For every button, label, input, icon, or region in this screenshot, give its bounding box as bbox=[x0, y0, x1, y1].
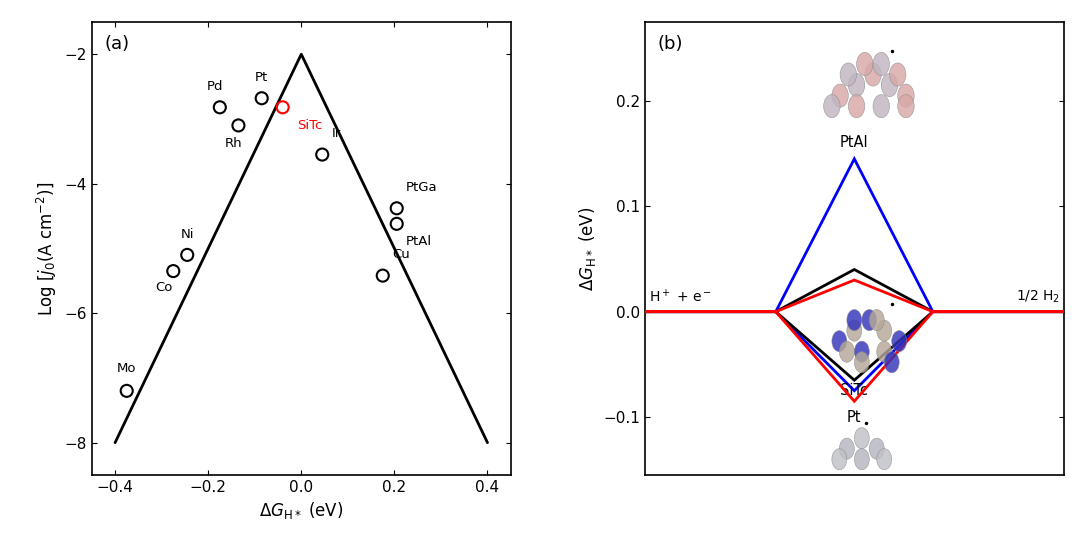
Text: SiTc: SiTc bbox=[297, 119, 322, 132]
Text: PtGa: PtGa bbox=[406, 181, 437, 194]
Circle shape bbox=[877, 320, 892, 341]
Circle shape bbox=[847, 310, 862, 331]
Circle shape bbox=[848, 94, 865, 118]
Circle shape bbox=[881, 74, 897, 97]
Point bbox=[164, 267, 181, 276]
Circle shape bbox=[832, 84, 848, 107]
Text: Pt: Pt bbox=[255, 71, 268, 84]
Circle shape bbox=[832, 331, 847, 352]
Text: H$^+$ + e$^-$: H$^+$ + e$^-$ bbox=[649, 288, 712, 305]
Circle shape bbox=[832, 449, 847, 470]
Circle shape bbox=[854, 341, 869, 362]
Circle shape bbox=[839, 341, 854, 362]
Circle shape bbox=[856, 52, 873, 75]
Text: Cu: Cu bbox=[392, 248, 409, 262]
Circle shape bbox=[885, 352, 900, 373]
Circle shape bbox=[839, 438, 854, 459]
Point bbox=[374, 271, 391, 280]
Circle shape bbox=[877, 341, 892, 362]
Circle shape bbox=[824, 94, 840, 118]
Point bbox=[274, 103, 292, 112]
Text: (a): (a) bbox=[105, 35, 130, 54]
Circle shape bbox=[873, 94, 890, 118]
Point bbox=[118, 387, 135, 395]
Point bbox=[178, 251, 195, 259]
Circle shape bbox=[869, 310, 885, 331]
Text: Co: Co bbox=[156, 281, 173, 294]
Point bbox=[230, 121, 247, 130]
Point bbox=[313, 150, 330, 159]
Text: 1/2 H$_2$: 1/2 H$_2$ bbox=[1016, 289, 1061, 305]
Circle shape bbox=[865, 63, 881, 86]
Circle shape bbox=[854, 352, 869, 373]
Point bbox=[212, 103, 229, 112]
Text: Pd: Pd bbox=[207, 80, 224, 93]
Circle shape bbox=[854, 449, 869, 470]
X-axis label: $\Delta G_{\rm H*}$ (eV): $\Delta G_{\rm H*}$ (eV) bbox=[259, 501, 343, 521]
Circle shape bbox=[869, 438, 885, 459]
Point bbox=[388, 219, 405, 228]
Text: PtAl: PtAl bbox=[840, 135, 868, 150]
Circle shape bbox=[877, 449, 892, 470]
Point bbox=[253, 94, 270, 103]
Circle shape bbox=[897, 94, 914, 118]
Circle shape bbox=[840, 63, 856, 86]
Y-axis label: $\Delta G_{\rm H*}$ (eV): $\Delta G_{\rm H*}$ (eV) bbox=[577, 206, 597, 290]
Circle shape bbox=[847, 320, 862, 341]
Text: Pt: Pt bbox=[847, 410, 862, 425]
Text: Mo: Mo bbox=[117, 361, 136, 375]
Circle shape bbox=[854, 428, 869, 449]
Point bbox=[388, 204, 405, 212]
Text: Ir: Ir bbox=[332, 127, 341, 140]
Circle shape bbox=[897, 84, 914, 107]
Text: SiTc: SiTc bbox=[840, 383, 868, 399]
Circle shape bbox=[848, 74, 865, 97]
Y-axis label: Log [$j_0$(A cm$^{-2}$)]: Log [$j_0$(A cm$^{-2}$)] bbox=[35, 181, 59, 316]
Text: PtAl: PtAl bbox=[406, 235, 432, 248]
Text: Ni: Ni bbox=[180, 228, 194, 241]
Circle shape bbox=[862, 310, 877, 331]
Text: Rh: Rh bbox=[225, 137, 243, 150]
Text: (b): (b) bbox=[658, 35, 683, 54]
Circle shape bbox=[890, 63, 906, 86]
Circle shape bbox=[892, 331, 907, 352]
Circle shape bbox=[873, 52, 890, 75]
